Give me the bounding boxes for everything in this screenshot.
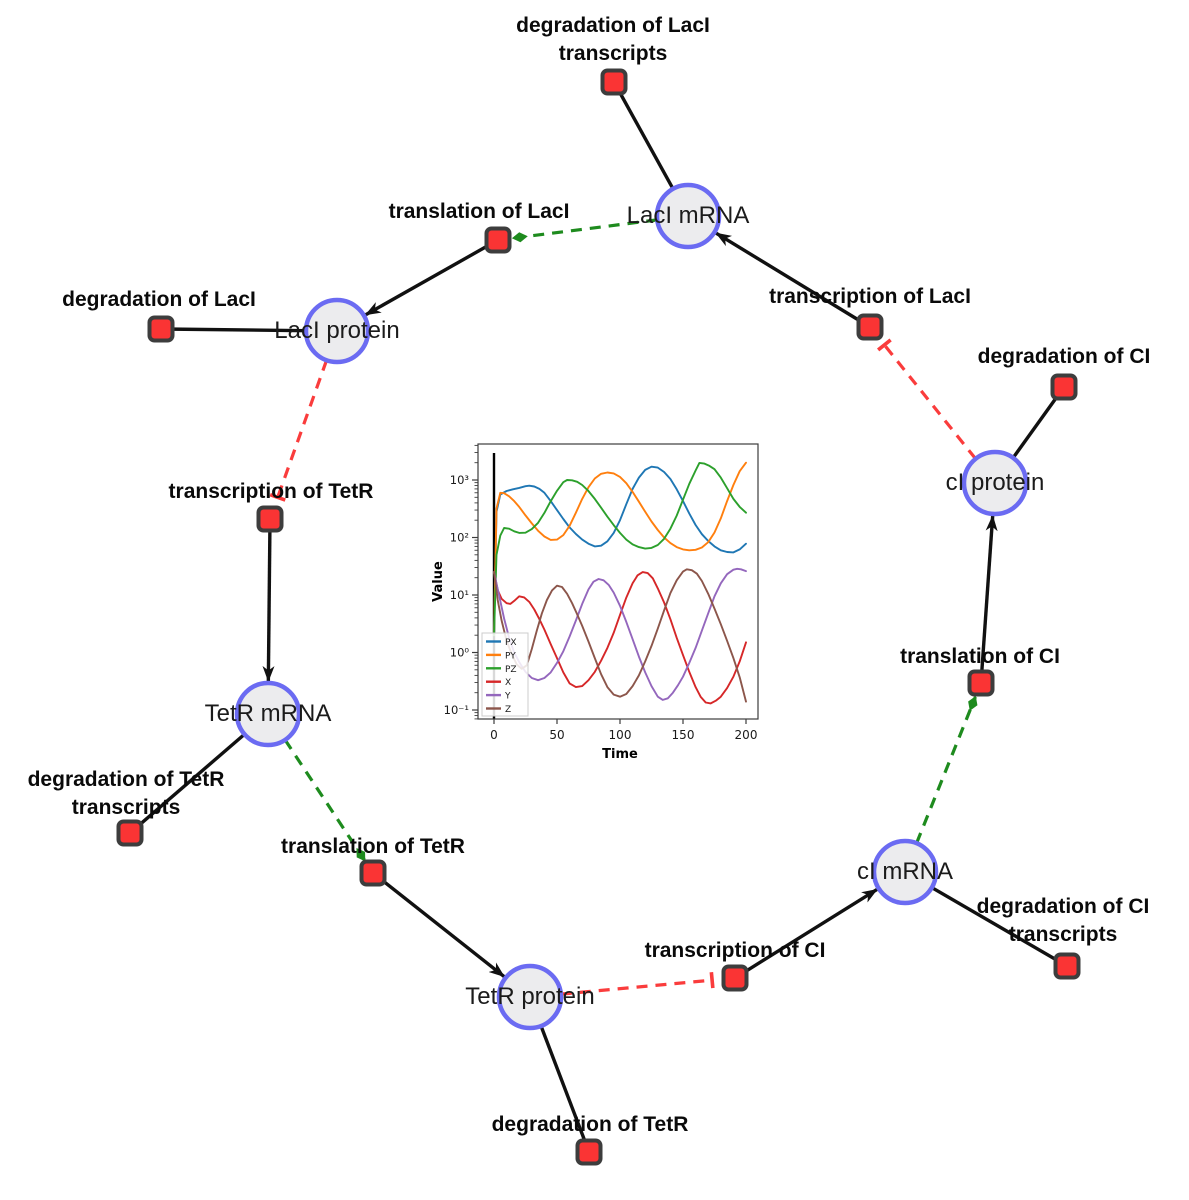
- chart-ytick-label: 10³: [450, 473, 470, 487]
- chart-ytick-label: 10²: [450, 531, 469, 545]
- reaction-node-deg-tetr: [575, 1138, 603, 1166]
- reaction-node-deg-laci-transcripts: [600, 68, 628, 96]
- edge-consumption-tetr-mrna-to-deg-tetr-transcripts: [137, 732, 246, 827]
- species-node-tetr-protein: [496, 963, 564, 1031]
- edge-production-translation-tetr-to-tetr-protein: [381, 879, 506, 978]
- reaction-node-deg-ci-transcripts: [1053, 952, 1081, 980]
- legend-entry-PY: PY: [505, 651, 516, 661]
- species-node-ci-mrna: [871, 838, 939, 906]
- chart-xtick-label-150: 150: [672, 728, 695, 742]
- chart-series-X: [493, 571, 747, 705]
- chart-ytick-label: 10¹: [450, 588, 469, 602]
- reaction-node-translation-tetr: [359, 859, 387, 887]
- chart-xtick-label-0: 0: [490, 728, 498, 742]
- edge-consumption-ci-mrna-to-deg-ci-transcripts: [930, 886, 1058, 962]
- chart-series-PZ: [493, 461, 747, 637]
- inset-chart: 0 50 100 150 20010³10²10¹10⁰10⁻¹TimeValuePXP…: [430, 433, 778, 767]
- legend-entry-PX: PX: [505, 638, 517, 648]
- chart-ytick-label: 10⁰: [450, 646, 470, 660]
- edge-consumption-tetr-protein-to-deg-tetr: [539, 1025, 587, 1142]
- chart-xlabel: Time: [602, 747, 638, 762]
- legend-entry-X: X: [505, 678, 511, 688]
- species-node-ci-protein: [961, 449, 1029, 517]
- reaction-node-transcription-ci: [721, 964, 749, 992]
- chart-series-PX: [493, 465, 747, 637]
- chart-xtick-label-100: 100: [609, 728, 632, 742]
- reaction-node-translation-ci: [967, 669, 995, 697]
- chart-frame: [477, 443, 759, 720]
- chart-legend: PX PY PZ XYZ: [481, 632, 529, 717]
- chart-legend-box: [481, 632, 529, 717]
- edge-consumption-laci-protein-to-deg-laci: [172, 327, 307, 333]
- edge-inhibition-ci-protein-to-transcription-laci: [877, 338, 977, 460]
- reaction-node-deg-laci: [147, 315, 175, 343]
- chart-xtick-label-200: 200: [735, 728, 758, 742]
- edge-production-transcription-ci-to-ci-mrna: [744, 888, 878, 974]
- edge-consumption-laci-mrna-to-deg-laci-transcripts: [618, 91, 675, 190]
- edge-modifier-laci-mrna-to-translation-laci: [511, 218, 658, 243]
- chart-series-Z: [493, 568, 747, 703]
- edge-consumption-ci-protein-to-deg-ci: [1011, 395, 1059, 459]
- legend-entry-PZ: PZ: [505, 665, 517, 675]
- chart-series-Y: [493, 567, 747, 701]
- reaction-node-deg-tetr-transcripts: [116, 819, 144, 847]
- species-node-laci-mrna: [654, 182, 722, 250]
- reaction-node-transcription-tetr: [256, 505, 284, 533]
- edge-production-transcription-laci-to-laci-mrna: [715, 231, 861, 323]
- legend-entry-Z: Z: [505, 705, 511, 715]
- edges-layer: [137, 91, 1059, 1142]
- edge-modifier-ci-mrna-to-translation-ci: [915, 695, 978, 844]
- chart-series-group: [493, 461, 747, 705]
- edge-production-translation-ci-to-ci-protein: [980, 514, 998, 672]
- reaction-node-transcription-laci: [856, 313, 884, 341]
- edge-production-translation-laci-to-laci-protein: [364, 244, 489, 317]
- edge-production-transcription-tetr-to-tetr-mrna: [262, 530, 275, 683]
- reaction-node-deg-ci: [1050, 373, 1078, 401]
- edge-inhibition-laci-protein-to-transcription-tetr: [269, 359, 329, 502]
- chart-xtick-label-50: 50: [549, 728, 564, 742]
- species-node-tetr-mrna: [234, 680, 302, 748]
- chart-ylabel: Value: [431, 561, 446, 602]
- species-node-laci-protein: [303, 297, 371, 365]
- chart-series-PY: [493, 461, 747, 637]
- nodes-layer: [116, 68, 1081, 1166]
- chart-ytick-label: 10⁻¹: [444, 703, 469, 717]
- edge-inhibition-tetr-protein-to-transcription-ci: [560, 971, 715, 996]
- legend-entry-Y: Y: [504, 692, 511, 702]
- reaction-node-translation-laci: [484, 226, 512, 254]
- edge-modifier-tetr-mrna-to-translation-tetr: [283, 738, 367, 862]
